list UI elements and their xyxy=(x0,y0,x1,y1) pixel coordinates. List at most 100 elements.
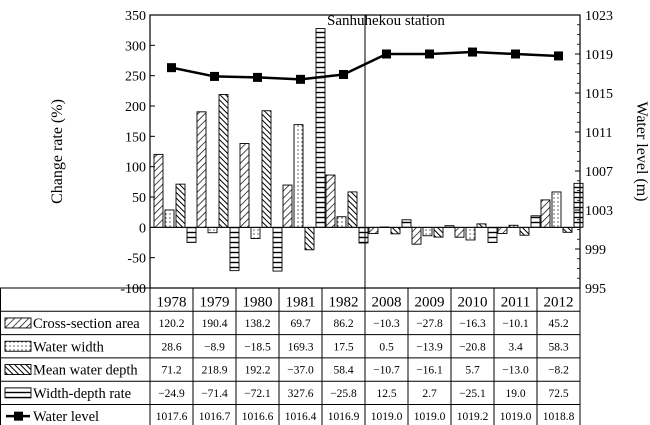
bar xyxy=(325,174,336,228)
water-level-point xyxy=(339,69,348,79)
bar xyxy=(261,110,272,228)
left-tick-label: 200 xyxy=(125,100,146,115)
water-level-point xyxy=(554,51,563,61)
bar xyxy=(175,183,186,228)
left-tick-label: 300 xyxy=(125,39,146,54)
table-cell: 1016.4 xyxy=(285,411,317,423)
table-cell: −25.8 xyxy=(330,388,357,400)
water-level-segment xyxy=(214,75,258,79)
table-cell: 1019.0 xyxy=(414,411,446,423)
water-level-segment xyxy=(472,50,516,56)
bar xyxy=(551,191,562,228)
right-tick-label: 999 xyxy=(585,243,606,258)
water-level-point xyxy=(382,49,391,59)
bar xyxy=(530,215,541,228)
bar xyxy=(573,182,584,228)
water-level-segment xyxy=(342,52,388,76)
table-cell: 58.4 xyxy=(333,365,353,377)
table-cell: 17.5 xyxy=(333,341,353,353)
bar xyxy=(347,191,358,228)
bar xyxy=(304,226,315,251)
year-label: 2012 xyxy=(544,294,574,310)
table-cell: −24.9 xyxy=(158,388,185,400)
table-cell: 72.5 xyxy=(548,388,568,400)
year-label: 1978 xyxy=(157,294,187,310)
year-label: 2008 xyxy=(372,294,402,310)
table-cell: 2.7 xyxy=(422,388,437,400)
right-tick-label: 1015 xyxy=(585,87,613,102)
year-label: 2009 xyxy=(415,294,445,310)
bar xyxy=(497,226,508,234)
table-cell: −13.0 xyxy=(502,365,529,377)
legend-swatch xyxy=(4,317,32,329)
y-axis-label-left: Change rate (%) xyxy=(49,99,66,204)
right-tick-label: 1003 xyxy=(585,204,613,219)
year-label: 1982 xyxy=(329,294,359,310)
bar xyxy=(196,111,207,228)
table-cell: 45.2 xyxy=(548,318,568,330)
water-level-point xyxy=(210,71,219,81)
legend-marker-swatch xyxy=(14,411,23,421)
table-cell: 1019.2 xyxy=(457,411,489,423)
bar xyxy=(250,226,261,240)
bar xyxy=(476,223,487,228)
bar xyxy=(540,199,551,228)
bar xyxy=(218,94,229,228)
left-tick-label: 150 xyxy=(125,130,146,145)
left-tick-label: 350 xyxy=(125,9,146,24)
legend-label: Width-depth rate xyxy=(33,386,131,402)
table-cell: 218.9 xyxy=(202,365,228,377)
water-level-point xyxy=(511,49,520,59)
legend-swatch xyxy=(4,364,32,375)
water-level-point xyxy=(425,49,434,59)
bar xyxy=(229,226,240,272)
table-cell: −10.1 xyxy=(502,318,529,330)
table-cell: 1016.6 xyxy=(242,411,274,423)
water-level-segment xyxy=(171,66,215,78)
y-axis-label-right: Water level (m) xyxy=(633,102,650,202)
bar xyxy=(164,209,175,228)
table-cell: 1016.9 xyxy=(328,411,360,423)
bar xyxy=(282,184,293,228)
legend-label: Water width xyxy=(33,339,105,355)
bar xyxy=(315,28,326,228)
table-cell: 120.2 xyxy=(159,318,185,330)
left-tick-label: 50 xyxy=(132,191,146,206)
table-cell: −71.4 xyxy=(201,388,228,400)
right-tick-label: 1011 xyxy=(585,126,612,141)
legend-swatch xyxy=(4,387,32,399)
year-label: 1980 xyxy=(243,294,273,310)
station-annotation: Sanhuhekou station xyxy=(327,13,445,29)
left-tick-label: 0 xyxy=(139,221,146,236)
table-cell: 71.2 xyxy=(161,365,181,377)
bar xyxy=(454,226,465,238)
water-level-segment xyxy=(300,73,344,81)
legend-label: Water level xyxy=(33,409,99,425)
table-cell: 19.0 xyxy=(505,388,525,400)
table-cell: 3.4 xyxy=(508,341,523,353)
water-level-segment xyxy=(429,50,473,56)
right-tick-label: 1007 xyxy=(585,165,613,180)
water-level-point xyxy=(167,63,176,73)
bar xyxy=(487,226,498,244)
bar xyxy=(186,226,197,243)
bar xyxy=(368,226,379,235)
right-tick-label: 995 xyxy=(585,282,606,297)
table-cell: 192.2 xyxy=(245,365,271,377)
bar xyxy=(433,226,444,238)
table-cell: 12.5 xyxy=(376,388,396,400)
bar xyxy=(422,226,433,237)
water-level-point xyxy=(296,74,305,84)
table-cell: −37.0 xyxy=(287,365,314,377)
table-cell: 1016.7 xyxy=(199,411,231,423)
water-level-segment xyxy=(515,52,559,58)
table-cell: −16.3 xyxy=(459,318,486,330)
table-cell: 138.2 xyxy=(245,318,271,330)
table-cell: 5.7 xyxy=(465,365,480,377)
year-label: 1979 xyxy=(200,294,230,310)
bar xyxy=(401,219,412,228)
legend-label: Cross-section area xyxy=(33,316,140,332)
water-level-segment xyxy=(257,76,301,81)
table-cell: 1019.0 xyxy=(500,411,532,423)
